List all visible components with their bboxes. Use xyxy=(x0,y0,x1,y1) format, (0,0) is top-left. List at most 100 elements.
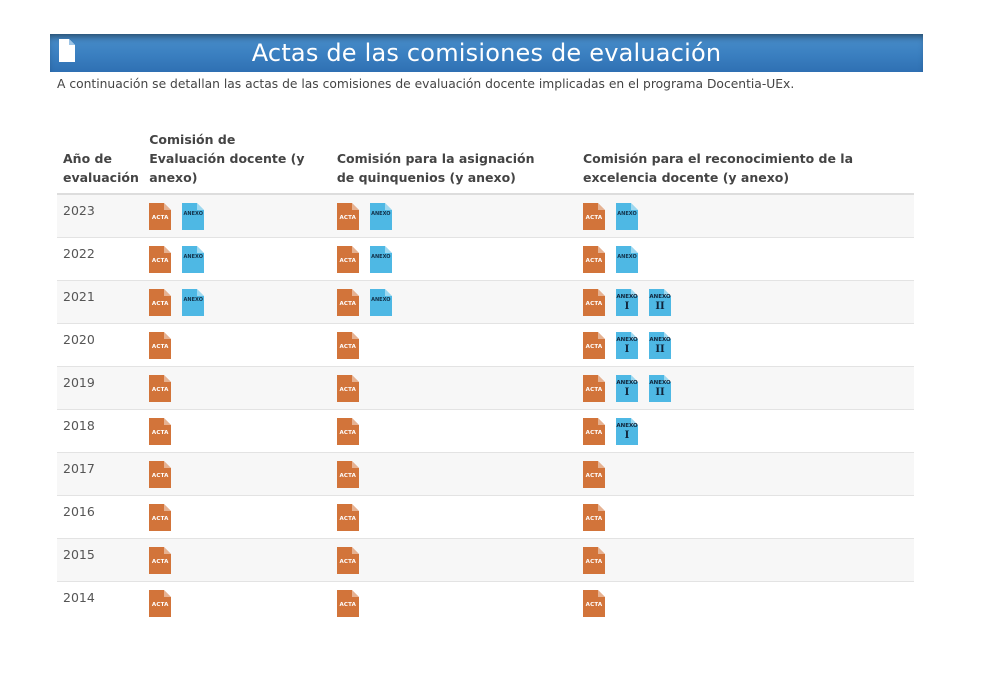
page-header-banner: Actas de las comisiones de evaluación xyxy=(50,34,923,72)
anexo-i-file-icon[interactable]: I ANEXO xyxy=(616,417,638,445)
anexo-i-file-icon[interactable]: I ANEXO xyxy=(616,288,638,316)
files-cell: ACTA I ANEXO II ANEXO xyxy=(577,279,914,323)
acta-file-icon[interactable]: ACTA xyxy=(583,460,605,488)
acta-file-icon[interactable]: ACTA xyxy=(583,374,605,402)
acta-file-icon[interactable]: ACTA xyxy=(583,417,605,445)
header-col2-label: Comisión para la asignación de quinqueni… xyxy=(336,151,535,185)
anexo-i-file-icon[interactable]: I ANEXO xyxy=(616,374,638,402)
files-cell: ACTA xyxy=(143,365,331,409)
year-cell: 2022 xyxy=(57,236,144,280)
acta-file-icon[interactable]: ACTA xyxy=(336,288,359,316)
acta-file-icon[interactable]: ACTA xyxy=(583,203,605,230)
anexo-file-icon[interactable]: ANEXO xyxy=(369,288,392,316)
acta-file-icon[interactable]: ACTA xyxy=(149,417,172,445)
acta-file-icon[interactable]: ACTA xyxy=(336,331,359,359)
files-cell: ACTA xyxy=(330,365,577,409)
acta-file-icon[interactable]: ACTA xyxy=(149,331,172,359)
acta-label: ACTA xyxy=(585,257,603,264)
anexo-file-icon[interactable]: ANEXO xyxy=(182,245,205,273)
acta-file-icon[interactable]: ACTA xyxy=(583,331,605,359)
acta-label: ACTA xyxy=(151,472,169,479)
anexo-label: ANEXO xyxy=(617,253,637,260)
anexo-file-icon[interactable]: ANEXO xyxy=(369,245,392,273)
anexo-file-icon[interactable]: ANEXO xyxy=(616,245,638,273)
anexo-label: ANEXO xyxy=(371,211,391,217)
year-cell: 2020 xyxy=(57,322,144,366)
acta-file-icon[interactable]: ACTA xyxy=(583,546,605,574)
anexo-file-icon[interactable]: ANEXO xyxy=(182,203,205,230)
acta-file-icon[interactable]: ACTA xyxy=(336,203,359,230)
files-cell: ACTA ANEXO xyxy=(330,236,577,280)
acta-label: ACTA xyxy=(339,472,357,479)
table-row: 2023 ACTA ANEXO ACTA ANEXO ACTA ANEXO xyxy=(57,193,914,237)
acta-file-icon[interactable]: ACTA xyxy=(336,503,359,531)
acta-file-icon[interactable]: ACTA xyxy=(336,460,359,488)
acta-label: ACTA xyxy=(585,472,603,479)
anexo-file-icon[interactable]: ANEXO xyxy=(369,203,392,230)
acta-label: ACTA xyxy=(151,300,169,307)
acta-file-icon[interactable]: ACTA xyxy=(583,503,605,531)
acta-label: ACTA xyxy=(151,515,169,522)
table-header-row: Año de evaluación Comisión de Evaluación… xyxy=(57,126,914,195)
acta-file-icon[interactable]: ACTA xyxy=(149,546,172,574)
files-cell: ACTA ANEXO xyxy=(143,193,331,237)
anexo-i-file-icon[interactable]: I ANEXO xyxy=(616,331,638,359)
acta-file-icon[interactable]: ACTA xyxy=(336,417,359,445)
acta-label: ACTA xyxy=(339,515,357,522)
acta-file-icon[interactable]: ACTA xyxy=(149,245,172,273)
anexo-ii-file-icon[interactable]: II ANEXO xyxy=(649,374,671,402)
year-cell: 2016 xyxy=(57,494,144,538)
acta-file-icon[interactable]: ACTA xyxy=(336,245,359,273)
anexo-number-label: I xyxy=(624,300,630,312)
header-col1: Comisión de Evaluación docente (y anexo) xyxy=(143,126,331,195)
acta-label: ACTA xyxy=(339,343,357,350)
files-cell: ACTA xyxy=(330,322,577,366)
acta-file-icon[interactable]: ACTA xyxy=(149,503,172,531)
anexo-ii-file-icon[interactable]: II ANEXO xyxy=(649,288,671,316)
anexo-label: ANEXO xyxy=(616,293,638,300)
anexo-label: ANEXO xyxy=(649,336,671,343)
acta-label: ACTA xyxy=(339,558,357,565)
files-cell: ACTA xyxy=(330,537,577,581)
acta-label: ACTA xyxy=(585,386,603,393)
actas-table: Año de evaluación Comisión de Evaluación… xyxy=(57,126,914,624)
files-cell: ACTA I ANEXO II ANEXO xyxy=(577,365,914,409)
acta-label: ACTA xyxy=(585,300,603,307)
acta-file-icon[interactable]: ACTA xyxy=(583,589,605,617)
acta-file-icon[interactable]: ACTA xyxy=(336,589,359,617)
table-row: 2014 ACTA ACTA ACTA xyxy=(57,580,914,624)
acta-file-icon[interactable]: ACTA xyxy=(336,546,359,574)
anexo-label: ANEXO xyxy=(649,379,671,386)
acta-file-icon[interactable]: ACTA xyxy=(149,589,172,617)
table-row: 2016 ACTA ACTA ACTA xyxy=(57,494,914,538)
acta-file-icon[interactable]: ACTA xyxy=(583,245,605,273)
acta-file-icon[interactable]: ACTA xyxy=(583,288,605,316)
acta-file-icon[interactable]: ACTA xyxy=(149,203,172,230)
anexo-label: ANEXO xyxy=(183,296,203,303)
acta-file-icon[interactable]: ACTA xyxy=(336,374,359,402)
header-col1-label: Comisión de Evaluación docente (y anexo) xyxy=(149,132,305,185)
acta-file-icon[interactable]: ACTA xyxy=(149,460,172,488)
anexo-ii-file-icon[interactable]: II ANEXO xyxy=(649,331,671,359)
header-year-label: Año de evaluación xyxy=(63,151,139,185)
table-row: 2021 ACTA ANEXO ACTA ANEXO ACTA I ANEXO II ANEXO xyxy=(57,279,914,323)
acta-label: ACTA xyxy=(151,257,169,264)
acta-label: ACTA xyxy=(339,429,357,436)
anexo-label: ANEXO xyxy=(183,211,203,217)
year-cell: 2018 xyxy=(57,408,144,452)
anexo-label: ANEXO xyxy=(616,336,638,343)
anexo-file-icon[interactable]: ANEXO xyxy=(616,203,638,230)
acta-file-icon[interactable]: ACTA xyxy=(149,288,172,316)
anexo-number-label: I xyxy=(624,343,630,355)
files-cell: ACTA xyxy=(143,494,331,538)
anexo-label: ANEXO xyxy=(649,293,671,300)
year-cell: 2014 xyxy=(57,580,144,624)
files-cell: ACTA xyxy=(143,537,331,581)
header-col3: Comisión para el reconocimiento de la ex… xyxy=(577,126,914,195)
anexo-file-icon[interactable]: ANEXO xyxy=(182,288,205,316)
acta-file-icon[interactable]: ACTA xyxy=(149,374,172,402)
document-icon xyxy=(59,39,75,62)
acta-label: ACTA xyxy=(151,215,169,221)
table-row: 2018 ACTA ACTA ACTA I ANEXO xyxy=(57,408,914,452)
files-cell: ACTA xyxy=(330,451,577,495)
